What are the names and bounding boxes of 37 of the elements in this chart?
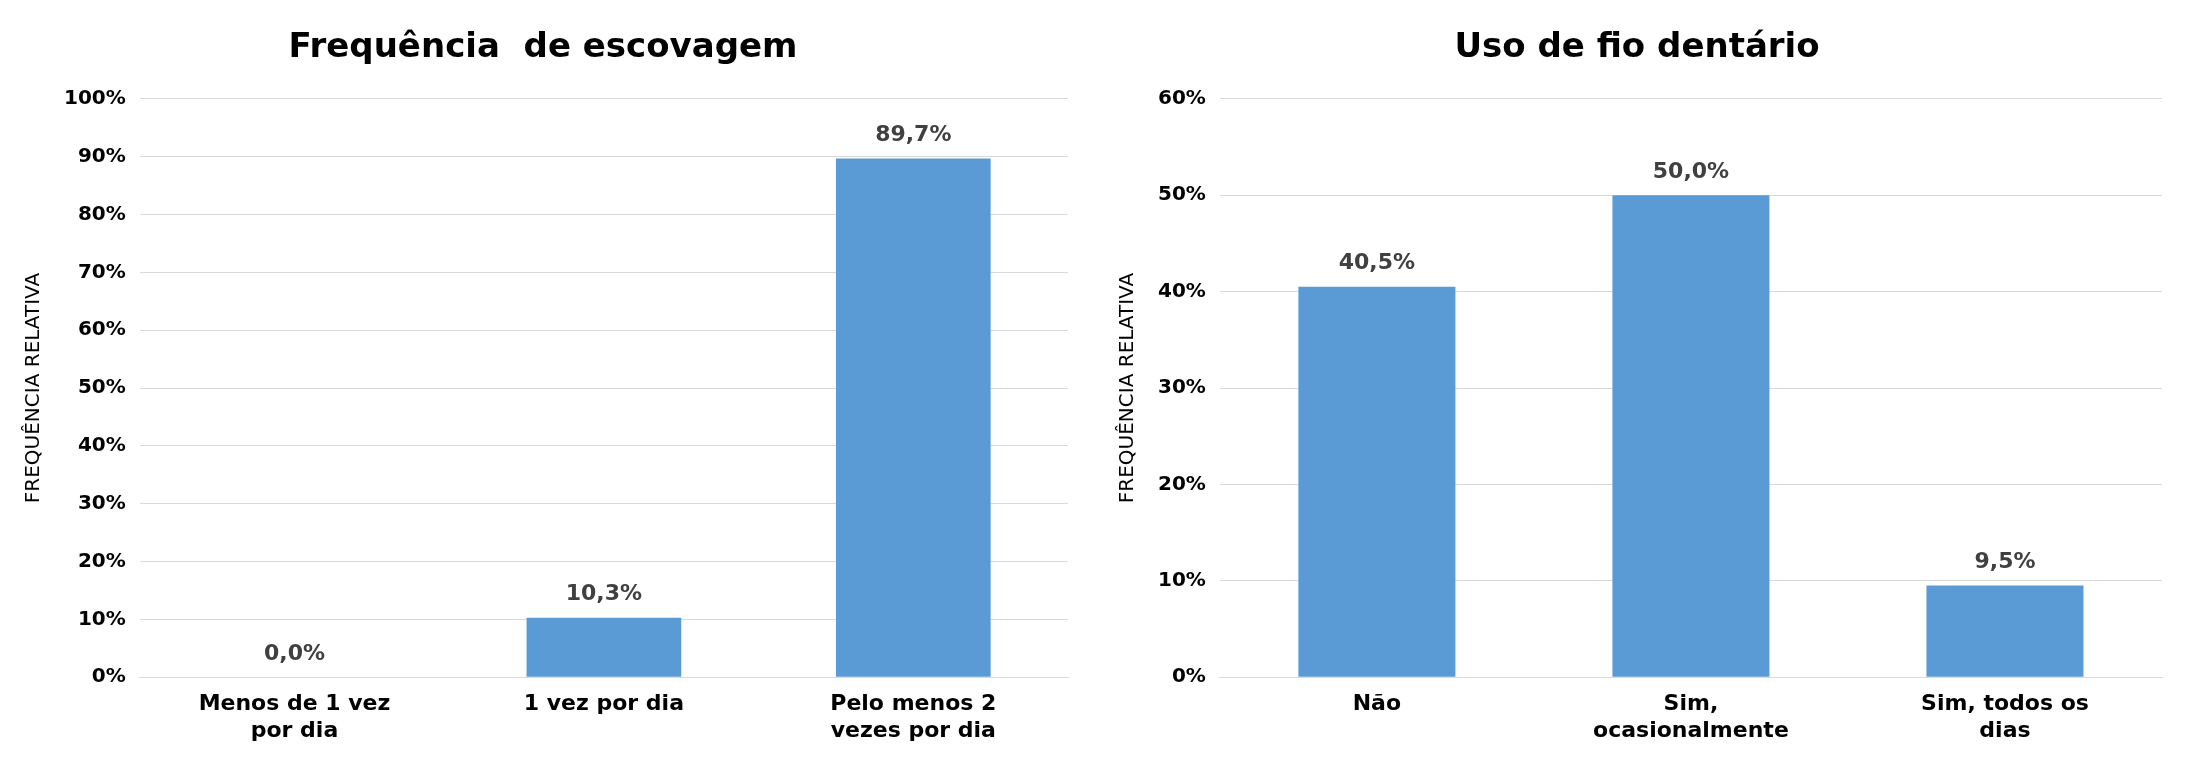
- y-tick-label: 50%: [1158, 181, 1206, 206]
- data-label: 50,0%: [1652, 157, 1730, 183]
- y-tick-label: 40%: [77, 432, 126, 457]
- y-tick-label: 50%: [77, 374, 126, 399]
- data-label: 89,7%: [875, 121, 952, 147]
- y-tick-label: 80%: [77, 200, 126, 225]
- y-tick-label: 90%: [77, 142, 126, 167]
- x-tick-label: Sim, ocasionalmente: [1593, 690, 1789, 742]
- y-tick-label: 70%: [77, 258, 126, 283]
- bar: [1926, 585, 2084, 677]
- data-label: 9,5%: [1974, 548, 2036, 574]
- bar: [1612, 195, 1770, 677]
- x-tick-label: Pelo menos 2 vezes por dia: [830, 690, 997, 742]
- y-tick-label: 0%: [91, 663, 126, 688]
- data-label: 0,0%: [263, 639, 325, 665]
- x-tick-label: Não: [1352, 690, 1402, 716]
- y-tick-label: 60%: [77, 316, 126, 341]
- data-label: 40,5%: [1338, 249, 1416, 275]
- y-tick-label: 100%: [63, 85, 126, 109]
- y-tick-label: 20%: [77, 547, 126, 572]
- x-tick-label: 1 vez por dia: [523, 690, 684, 716]
- y-tick-label: 0%: [1171, 663, 1206, 688]
- y-tick-label: 40%: [1158, 277, 1206, 302]
- bar: [1298, 286, 1456, 677]
- y-tick-label: 10%: [1158, 567, 1206, 591]
- y-tick-label: 20%: [1158, 470, 1206, 495]
- y-axis-title: FREQUÊNCIA RELATIVA: [20, 272, 45, 504]
- chart-title: Frequência de escovagem: [288, 25, 798, 66]
- y-axis-title: FREQUÊNCIA RELATIVA: [1114, 272, 1139, 504]
- x-tick-label: Sim, todos os dias: [1921, 690, 2089, 742]
- y-tick-label: 30%: [1158, 374, 1206, 399]
- chart-title: Uso de fio dentário: [1454, 25, 1820, 66]
- x-tick-label: Menos de 1 vez por dia: [198, 690, 391, 742]
- y-tick-label: 10%: [77, 605, 126, 630]
- y-tick-label: 30%: [77, 489, 126, 514]
- y-tick-label: 60%: [1158, 85, 1206, 109]
- data-label: 10,3%: [565, 580, 643, 606]
